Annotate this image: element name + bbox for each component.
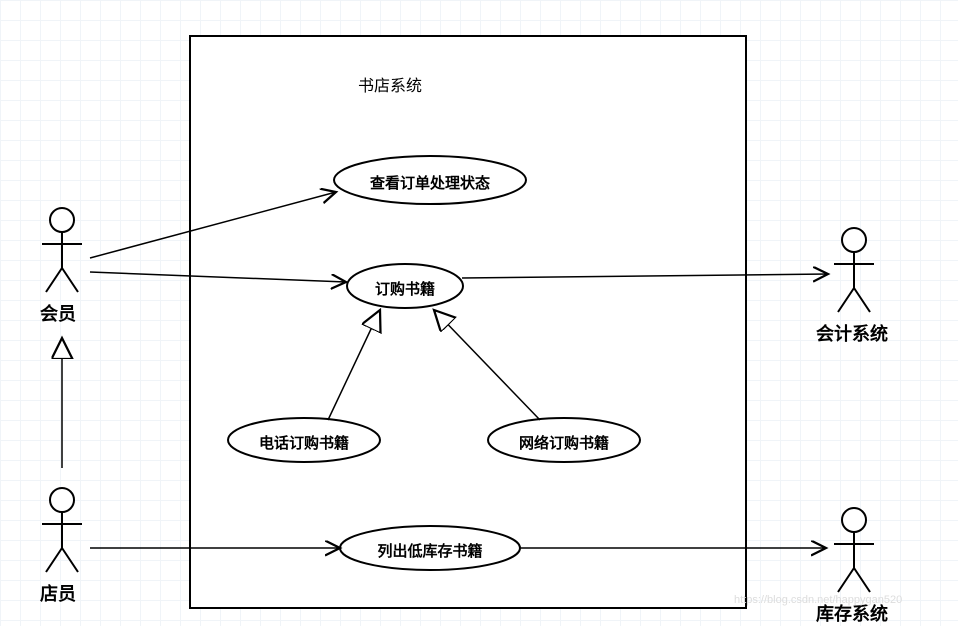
actor-accounting [834,228,874,312]
actor-inventory [834,508,874,592]
usecase-low-stock-label: 列出低库存书籍 [358,540,502,561]
actor-clerk-label: 店员 [40,580,76,606]
diagram-svg [0,0,958,626]
usecase-order-books-label: 订购书籍 [360,278,450,299]
actor-clerk [42,488,82,572]
usecase-check-order-label: 查看订单处理状态 [358,172,502,193]
system-title: 书店系统 [358,72,422,96]
actor-accounting-label: 会计系统 [816,320,888,346]
actor-member [42,208,82,292]
usecase-phone-order-label: 电话订购书籍 [244,432,364,453]
system-boundary [190,36,746,608]
watermark: https://blog.csdn.net/happygan520 [734,594,902,606]
actor-member-label: 会员 [40,300,76,326]
usecase-web-order-label: 网络订购书籍 [504,432,624,453]
